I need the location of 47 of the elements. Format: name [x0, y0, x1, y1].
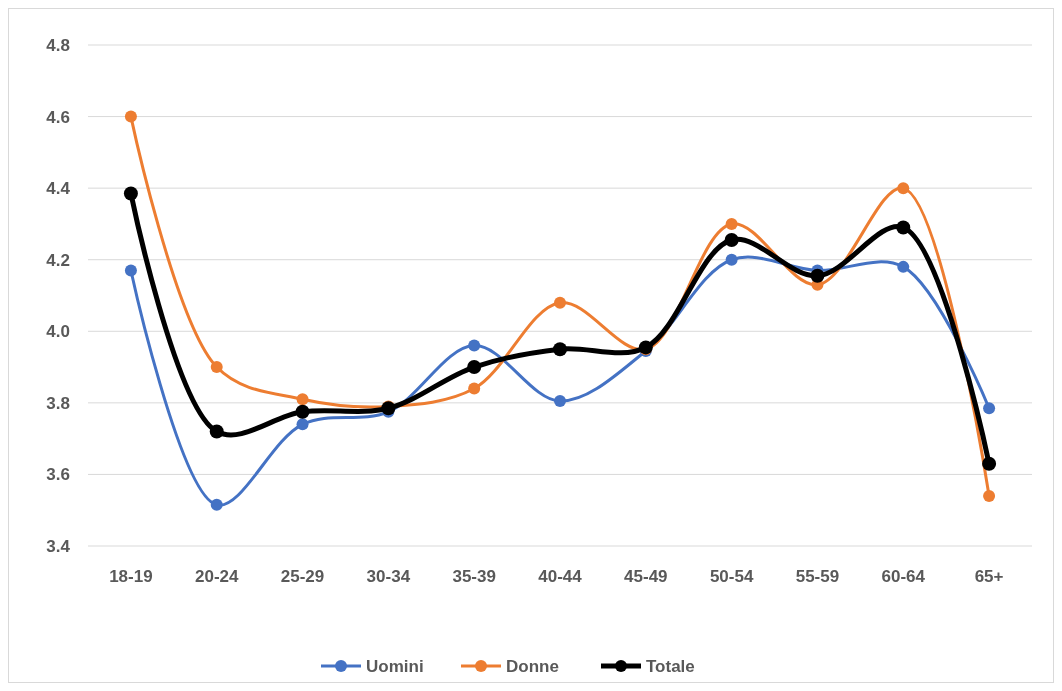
y-tick-label: 4.0: [46, 322, 70, 342]
point: [468, 339, 481, 352]
point: [123, 186, 138, 201]
x-tick-label: 20-24: [194, 567, 240, 586]
x-tick-label: 55-59: [795, 567, 840, 586]
point: [982, 456, 997, 471]
point: [553, 342, 567, 357]
point: [124, 264, 137, 277]
point: [554, 296, 566, 309]
point: [896, 220, 911, 235]
point: [467, 360, 482, 375]
point: [725, 217, 738, 230]
x-tick-label: 45-49: [624, 567, 668, 586]
point: [295, 404, 310, 419]
point: [724, 233, 739, 248]
point: [554, 395, 566, 408]
point: [210, 498, 223, 511]
legend-label: Uomini: [366, 656, 424, 676]
point: [209, 424, 224, 439]
y-tick-label: 3.8: [46, 393, 70, 413]
y-tick-label: 4.8: [46, 35, 70, 55]
point: [897, 182, 910, 195]
legend-label: Donne: [506, 656, 559, 676]
point: [983, 489, 996, 502]
point: [810, 268, 825, 283]
point: [296, 393, 309, 406]
legend-label: Totale: [646, 656, 695, 676]
x-tick-label: 40-44: [538, 567, 583, 586]
x-tick-label: 35-39: [452, 567, 496, 586]
point: [725, 253, 738, 266]
x-tick-label: 50-54: [709, 567, 754, 586]
y-tick-label: 4.4: [46, 179, 71, 199]
point: [983, 402, 996, 415]
x-tick-label: 18-19: [109, 567, 153, 586]
point: [468, 382, 481, 395]
y-tick-label: 4.6: [46, 107, 70, 127]
point: [296, 418, 309, 431]
point: [124, 110, 137, 123]
y-tick-label: 4.2: [46, 250, 70, 270]
y-tick-label: 3.6: [46, 465, 70, 485]
x-tick-label: 60-64: [881, 567, 926, 586]
point: [210, 361, 223, 374]
x-tick-label: 30-34: [366, 567, 411, 586]
x-tick-label: 65+: [974, 567, 1004, 586]
y-tick-label: 3.4: [46, 536, 71, 556]
point: [897, 260, 910, 273]
x-tick-label: 25-29: [280, 567, 325, 586]
